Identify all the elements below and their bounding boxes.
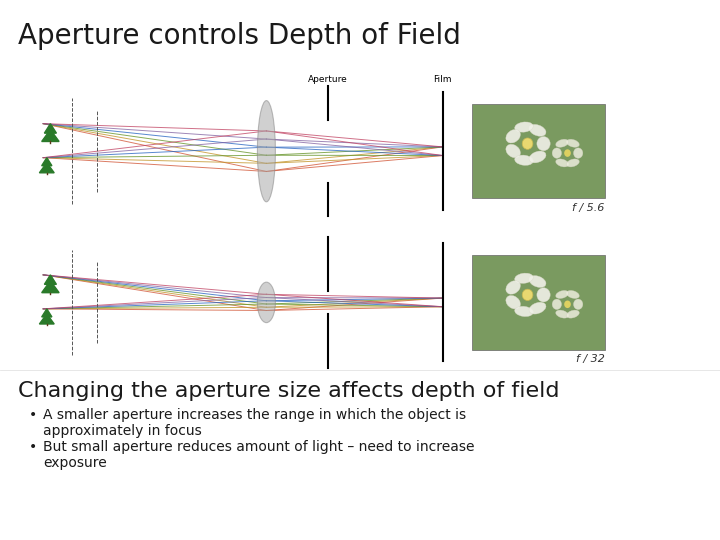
Ellipse shape <box>552 148 562 158</box>
Ellipse shape <box>515 122 534 132</box>
Ellipse shape <box>506 281 521 294</box>
Polygon shape <box>45 275 56 285</box>
Ellipse shape <box>522 138 533 149</box>
Ellipse shape <box>567 139 580 147</box>
Ellipse shape <box>537 137 550 151</box>
Ellipse shape <box>506 144 521 158</box>
Ellipse shape <box>258 282 275 322</box>
Ellipse shape <box>522 289 533 300</box>
Ellipse shape <box>529 275 546 287</box>
Ellipse shape <box>567 310 580 318</box>
Ellipse shape <box>515 155 534 165</box>
Polygon shape <box>42 309 52 317</box>
Ellipse shape <box>567 159 580 167</box>
Text: Aperture: Aperture <box>307 75 348 84</box>
Text: •: • <box>29 408 37 422</box>
Text: •: • <box>29 440 37 454</box>
Ellipse shape <box>564 150 571 157</box>
FancyBboxPatch shape <box>472 104 605 199</box>
Ellipse shape <box>506 130 521 143</box>
Ellipse shape <box>556 291 569 299</box>
Ellipse shape <box>556 139 569 147</box>
Ellipse shape <box>567 291 580 299</box>
Text: Changing the aperture size affects depth of field: Changing the aperture size affects depth… <box>18 381 559 401</box>
Ellipse shape <box>574 148 582 158</box>
Ellipse shape <box>574 299 582 309</box>
Text: Aperture controls Depth of Field: Aperture controls Depth of Field <box>18 22 461 50</box>
Text: Film: Film <box>433 75 452 84</box>
Text: f / 5.6: f / 5.6 <box>572 203 605 213</box>
Text: f / 32: f / 32 <box>576 354 605 364</box>
Text: A smaller aperture increases the range in which the object is
approximately in f: A smaller aperture increases the range i… <box>43 408 467 438</box>
Ellipse shape <box>529 302 546 314</box>
Ellipse shape <box>556 159 569 167</box>
Polygon shape <box>40 163 54 173</box>
Polygon shape <box>42 158 52 166</box>
Ellipse shape <box>564 300 571 308</box>
Ellipse shape <box>515 273 534 284</box>
Polygon shape <box>42 130 59 141</box>
Ellipse shape <box>552 299 562 309</box>
Polygon shape <box>40 314 54 324</box>
Polygon shape <box>45 124 56 133</box>
FancyBboxPatch shape <box>472 255 605 350</box>
Ellipse shape <box>506 295 521 309</box>
Ellipse shape <box>515 306 534 316</box>
Polygon shape <box>42 281 59 293</box>
Ellipse shape <box>556 310 569 318</box>
Ellipse shape <box>537 288 550 302</box>
Text: But small aperture reduces amount of light – need to increase
exposure: But small aperture reduces amount of lig… <box>43 440 474 470</box>
Ellipse shape <box>529 151 546 163</box>
Ellipse shape <box>258 100 275 202</box>
Ellipse shape <box>529 124 546 136</box>
